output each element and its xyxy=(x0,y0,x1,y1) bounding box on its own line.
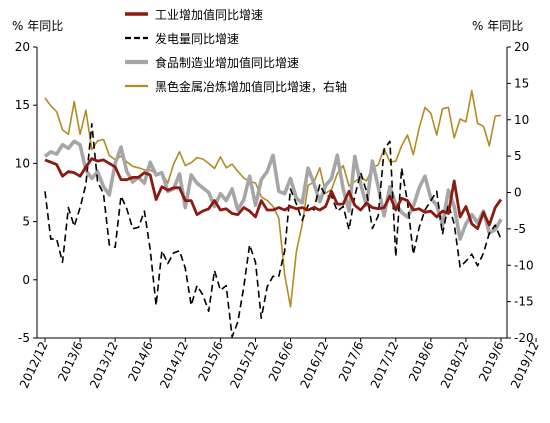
x-tick-label: 2014/6 xyxy=(125,339,156,383)
right-tick-label: 20 xyxy=(514,40,529,54)
legend-label-2: 食品制造业增加值同比增速 xyxy=(155,55,299,70)
legend-label-1: 发电量同比增速 xyxy=(155,31,239,46)
x-tick-label: 2014/12 xyxy=(157,339,191,390)
x-tick-label: 2013/12 xyxy=(87,339,121,390)
right-tick-label: 5 xyxy=(514,149,522,163)
right-tick-label: -5 xyxy=(514,222,526,236)
legend-label-3: 黑色金属冶炼增加值同比增速，右轴 xyxy=(155,79,347,94)
x-tick-label: 2013/6 xyxy=(55,339,86,383)
legend-label-0: 工业增加值同比增速 xyxy=(155,7,263,22)
right-tick-label: 15 xyxy=(514,76,529,90)
left-tick-label: 15 xyxy=(15,98,30,112)
x-tick-label: 2017/12 xyxy=(368,339,402,390)
x-tick-label: 2018/12 xyxy=(438,339,472,390)
x-tick-label: 2016/12 xyxy=(298,339,332,390)
left-tick-label: 0 xyxy=(22,273,30,287)
x-tick-label: 2019/12 xyxy=(508,339,542,390)
series-line-3 xyxy=(44,89,502,308)
x-tick-label: 2017/6 xyxy=(336,339,367,383)
right-axis-unit: % 年同比 xyxy=(472,19,523,33)
x-tick-label: 2012/12 xyxy=(17,339,51,390)
right-tick-label: -10 xyxy=(514,258,534,272)
series-line-1 xyxy=(44,123,502,338)
left-tick-label: -5 xyxy=(18,331,30,345)
x-tick-label: 2015/6 xyxy=(196,339,227,383)
x-tick-label: 2016/6 xyxy=(266,339,297,383)
series-line-0 xyxy=(44,157,503,230)
x-tick-label: 2018/6 xyxy=(406,339,437,383)
right-tick-label: -15 xyxy=(514,295,534,309)
left-tick-label: 5 xyxy=(22,215,30,229)
left-axis-unit: % 年同比 xyxy=(12,19,63,33)
legend: 工业增加值同比增速发电量同比增速食品制造业增加值同比增速黑色金属冶炼增加值同比增… xyxy=(125,7,347,94)
left-tick-label: 10 xyxy=(15,156,30,170)
series-lines xyxy=(43,89,503,338)
left-tick-label: 20 xyxy=(15,40,30,54)
x-tick-label: 2019/6 xyxy=(476,339,507,383)
right-tick-label: 10 xyxy=(514,113,529,127)
series-line-2 xyxy=(43,139,503,241)
x-tick-label: 2015/12 xyxy=(227,339,261,390)
right-tick-label: -20 xyxy=(514,331,534,345)
right-tick-label: 0 xyxy=(514,186,522,200)
